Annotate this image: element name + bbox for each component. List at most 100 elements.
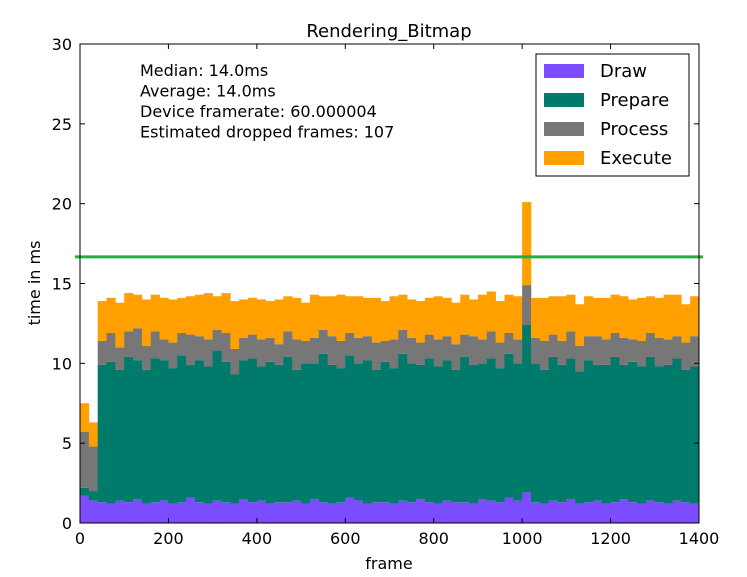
bar-process: [663, 339, 673, 365]
bar-prepare: [362, 360, 373, 504]
bar-execute: [221, 293, 231, 333]
bar-execute: [513, 296, 523, 340]
bar-process: [575, 345, 585, 372]
bar-prepare: [186, 364, 196, 498]
bar-prepare: [345, 355, 355, 498]
bar-process: [124, 331, 134, 357]
annotation-text: Median: 14.0ms: [140, 61, 268, 80]
legend-swatch-prepare: [544, 93, 584, 107]
bar-execute: [424, 297, 435, 335]
bar-process: [133, 328, 143, 361]
bar-execute: [274, 299, 284, 345]
bar-prepare: [106, 361, 116, 504]
bar-process: [566, 331, 576, 359]
bar-process: [522, 285, 532, 326]
bar-process: [283, 331, 293, 357]
bar-draw: [601, 503, 611, 523]
bar-process: [672, 336, 682, 359]
bar-draw: [628, 502, 638, 523]
bar-draw: [645, 500, 656, 523]
bar-prepare: [442, 360, 452, 501]
bar-draw: [354, 500, 364, 523]
y-tick-label: 10: [52, 354, 72, 373]
legend-label: Execute: [600, 148, 672, 169]
bar-execute: [637, 297, 647, 341]
annotation-text: Estimated dropped frames: 107: [140, 123, 394, 142]
bar-execute: [690, 296, 700, 337]
bar-execute: [601, 297, 611, 340]
bar-execute: [212, 296, 222, 330]
bar-draw: [309, 499, 320, 523]
bar-process: [584, 336, 594, 361]
bar-process: [221, 332, 231, 362]
bar-draw: [672, 500, 682, 523]
bar-prepare: [433, 366, 443, 504]
bar-draw: [133, 499, 143, 523]
bar-process: [345, 332, 355, 356]
bar-execute: [256, 299, 266, 340]
ticks: 0 200 400 600 800 1000 1200 1400 0 5 10 15 20 25 30: [52, 35, 720, 548]
bar-execute: [407, 299, 417, 338]
bar-execute: [539, 297, 549, 341]
bar-execute: [345, 296, 355, 333]
bar-execute: [592, 297, 603, 337]
bar-draw: [283, 502, 293, 523]
bar-process: [168, 342, 178, 369]
bar-draw: [451, 502, 461, 523]
bar-draw: [530, 502, 541, 523]
bar-prepare: [601, 364, 611, 504]
bar-prepare: [354, 363, 364, 501]
bar-prepare: [477, 363, 488, 500]
bar-process: [371, 342, 381, 370]
bar-process: [292, 339, 302, 370]
bar-execute: [230, 301, 240, 349]
bar-draw: [371, 502, 381, 523]
bar-process: [97, 340, 107, 365]
bar-execute: [469, 299, 479, 337]
bar-execute: [283, 296, 293, 332]
bar-process: [469, 336, 479, 365]
bar-process: [654, 337, 664, 367]
bar-execute: [203, 293, 213, 340]
legend-swatch-process: [544, 122, 584, 136]
bar-process: [504, 332, 514, 354]
x-tick-label: 0: [75, 529, 85, 548]
bar-prepare: [150, 358, 160, 503]
bar-prepare: [318, 353, 328, 503]
bar-prepare: [80, 487, 90, 496]
bar-draw: [97, 502, 107, 523]
bar-process: [601, 339, 611, 365]
bar-prepare: [256, 366, 266, 501]
bar-process: [80, 431, 90, 488]
bar-draw: [274, 502, 284, 523]
bar-execute: [133, 294, 143, 329]
bar-draw: [186, 497, 196, 523]
bar-draw: [230, 503, 240, 523]
bar-draw: [380, 502, 390, 523]
x-tick-label: 1400: [679, 529, 720, 548]
bar-process: [424, 334, 435, 359]
bar-prepare: [690, 366, 700, 504]
bar-process: [690, 336, 700, 367]
y-axis-label: time in ms: [25, 241, 44, 326]
bar-process: [398, 329, 408, 354]
bar-process: [354, 337, 364, 364]
bar-prepare: [672, 358, 682, 501]
bar-draw: [654, 502, 664, 523]
bar-draw: [637, 503, 647, 523]
bar-prepare: [212, 350, 222, 501]
bar-prepare: [575, 371, 585, 504]
bar-execute: [557, 296, 567, 341]
bar-prepare: [292, 369, 302, 501]
bar-prepare: [265, 361, 275, 504]
y-tick-label: 15: [52, 275, 72, 294]
bar-draw: [477, 499, 488, 523]
bar-process: [380, 340, 390, 362]
bar-process: [177, 332, 187, 356]
bar-execute: [318, 296, 328, 330]
bar-draw: [265, 503, 275, 523]
bar-draw: [115, 500, 125, 523]
bar-execute: [681, 304, 691, 343]
bar-prepare: [221, 361, 231, 503]
